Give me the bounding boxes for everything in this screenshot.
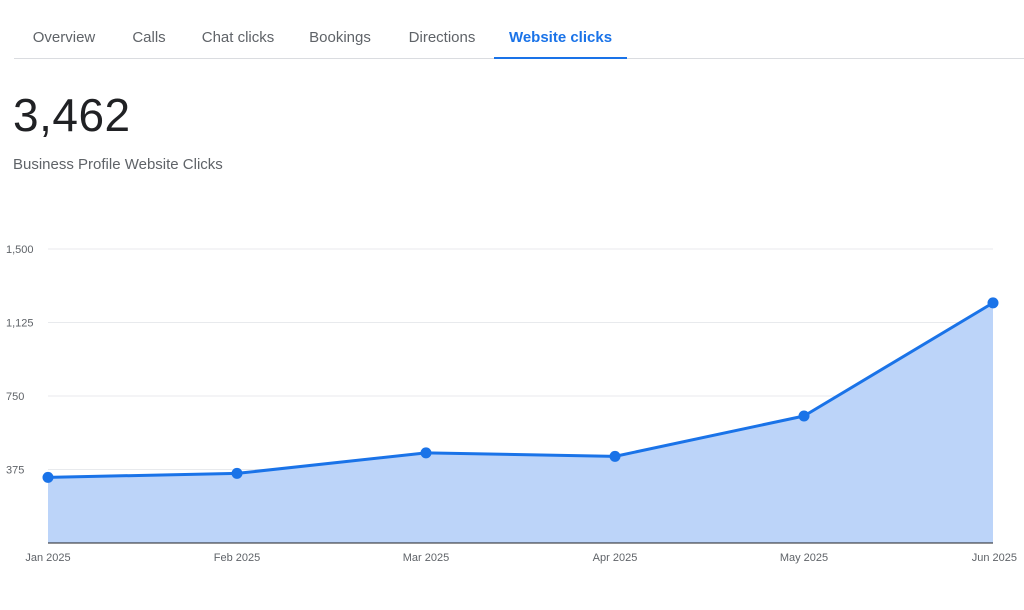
tab-overview[interactable]: Overview [14,0,114,58]
tab-chat-clicks-label: Chat clicks [201,29,275,46]
data-point[interactable] [231,467,243,479]
x-tick-label: Feb 2025 [214,552,260,564]
x-tick-label: Mar 2025 [403,552,449,564]
chart-points [42,297,999,483]
tab-website-clicks[interactable]: Website clicks [494,0,627,59]
data-point[interactable] [798,410,810,422]
x-tick-label: Apr 2025 [593,552,638,564]
data-point[interactable] [42,471,54,483]
total-clicks-value: 3,462 [13,89,131,141]
tab-directions-label: Directions [408,29,476,46]
chart-area [48,302,993,543]
tab-calls-label: Calls [132,29,166,46]
tab-website-clicks-label: Website clicks [508,29,613,46]
x-tick-label: May 2025 [780,552,828,564]
y-tick-label: 750 [6,391,24,403]
chart-line [47,301,994,479]
metric-description: Business Profile Website Clicks [13,156,223,173]
tab-chat-clicks[interactable]: Chat clicks [189,0,287,58]
data-point[interactable] [420,447,432,459]
data-point[interactable] [987,297,999,309]
y-tick-label: 1,500 [6,244,34,256]
active-tab-indicator [494,57,627,59]
series-line [47,301,994,479]
y-tick-label: 375 [6,465,24,477]
area-fill [48,302,993,543]
x-tick-label: Jun 2025 [972,552,1017,564]
tab-bookings-label: Bookings [309,29,371,46]
tab-bookings[interactable]: Bookings [297,0,383,58]
x-tick-label: Jan 2025 [25,552,70,564]
metric-tabs: Overview Calls Chat clicks Bookings Dire… [14,0,1024,59]
tab-overview-label: Overview [32,29,96,46]
chart-axes: 1,500 1,125 750 375 Jan 2025 Feb 2025 Mar 2025… [6,244,1017,564]
tab-calls[interactable]: Calls [114,0,184,58]
y-tick-label: 1,125 [6,318,34,330]
tab-directions[interactable]: Directions [394,0,490,58]
data-point[interactable] [609,450,621,462]
